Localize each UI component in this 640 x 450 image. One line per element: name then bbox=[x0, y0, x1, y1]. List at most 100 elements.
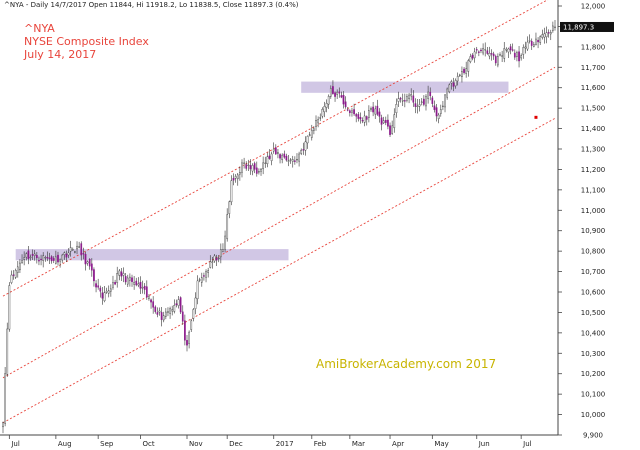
candle-body bbox=[88, 259, 91, 267]
candle bbox=[543, 27, 546, 44]
candle bbox=[245, 161, 248, 171]
candle bbox=[264, 156, 267, 168]
candle bbox=[253, 161, 256, 174]
candle-body bbox=[499, 54, 501, 56]
candle bbox=[124, 272, 127, 285]
candle-body bbox=[213, 255, 216, 262]
candle bbox=[222, 243, 224, 253]
candle-body bbox=[332, 86, 334, 94]
x-tick-label: Sep bbox=[100, 440, 114, 448]
y-tick-label: 11,600 bbox=[581, 84, 606, 92]
candle-body bbox=[374, 108, 377, 115]
candle bbox=[192, 308, 195, 322]
candle bbox=[90, 258, 93, 277]
candle-body bbox=[338, 91, 341, 94]
candle-body bbox=[361, 120, 364, 122]
candle-body bbox=[456, 75, 459, 82]
candle bbox=[344, 96, 347, 109]
candle bbox=[224, 230, 226, 253]
y-tick-label: 10,000 bbox=[581, 411, 606, 419]
candle-body bbox=[401, 100, 404, 102]
candle bbox=[74, 250, 76, 254]
candle bbox=[317, 116, 319, 128]
candle bbox=[179, 296, 182, 315]
candle-body bbox=[25, 253, 28, 258]
candle-body bbox=[198, 279, 201, 281]
candle bbox=[50, 255, 53, 264]
candle-body bbox=[473, 51, 476, 59]
candle bbox=[23, 251, 26, 266]
candle-body bbox=[414, 103, 417, 107]
candle-body bbox=[274, 147, 277, 155]
candle-body bbox=[471, 54, 474, 59]
y-tick-label: 10,500 bbox=[581, 309, 606, 317]
y-tick-label: 11,300 bbox=[581, 146, 606, 154]
x-tick-label: Oct bbox=[142, 440, 154, 448]
y-tick-label: 11,100 bbox=[581, 186, 606, 194]
candle-body bbox=[118, 270, 121, 276]
candle-body bbox=[522, 47, 525, 55]
candle bbox=[332, 80, 334, 95]
candle bbox=[126, 274, 129, 287]
candle-body bbox=[76, 245, 78, 250]
candle-body bbox=[516, 52, 518, 57]
candle bbox=[325, 99, 328, 113]
candle-body bbox=[46, 257, 49, 259]
candle-body bbox=[518, 51, 520, 62]
candle-body bbox=[482, 47, 484, 54]
candle-body bbox=[357, 114, 360, 119]
candle bbox=[99, 285, 102, 298]
candle-body bbox=[492, 53, 495, 57]
candle-body bbox=[249, 165, 252, 170]
candle bbox=[526, 36, 529, 52]
candle bbox=[319, 113, 322, 122]
candle bbox=[285, 153, 288, 162]
candle bbox=[490, 49, 493, 61]
candle bbox=[135, 277, 138, 287]
candle-body bbox=[351, 110, 353, 113]
candle-body bbox=[234, 176, 237, 179]
candle bbox=[520, 53, 523, 61]
candle bbox=[44, 255, 47, 262]
candle bbox=[414, 98, 417, 114]
candle bbox=[471, 53, 474, 61]
candle-body bbox=[137, 283, 140, 286]
candle bbox=[511, 43, 514, 52]
candle-body bbox=[478, 51, 480, 53]
candle bbox=[294, 156, 296, 165]
candle bbox=[236, 172, 239, 186]
candle bbox=[266, 152, 269, 168]
candle bbox=[217, 255, 220, 263]
candle bbox=[535, 32, 537, 46]
candle bbox=[513, 49, 516, 60]
candle-body bbox=[255, 167, 258, 174]
candle-body bbox=[226, 214, 229, 240]
candle bbox=[270, 151, 273, 166]
candle bbox=[302, 142, 305, 155]
candle-body bbox=[86, 261, 89, 264]
candle bbox=[71, 247, 74, 251]
candle bbox=[403, 93, 406, 108]
x-axis: Jul Aug Sep Oct Nov Dec 2017 Feb Mar Apr May Jun Jul bbox=[8, 435, 532, 448]
candle bbox=[29, 254, 32, 261]
candle-body bbox=[370, 108, 372, 111]
candle-body bbox=[188, 331, 190, 344]
candle-body bbox=[23, 257, 26, 260]
candle bbox=[382, 116, 385, 125]
candle bbox=[198, 277, 201, 283]
candle-body bbox=[541, 34, 544, 38]
candle-body bbox=[133, 281, 135, 285]
candle bbox=[279, 153, 281, 164]
candle-body bbox=[272, 148, 275, 152]
candle-body bbox=[329, 88, 332, 97]
candle-body bbox=[435, 107, 438, 117]
candle bbox=[249, 159, 252, 175]
candle-body bbox=[503, 48, 506, 59]
candle bbox=[486, 46, 489, 55]
candle bbox=[499, 52, 501, 57]
x-tick-label: Apr bbox=[392, 440, 404, 448]
candle-body bbox=[203, 275, 205, 277]
candle-body bbox=[84, 253, 87, 265]
candle bbox=[211, 257, 214, 269]
candle-body bbox=[27, 250, 30, 259]
